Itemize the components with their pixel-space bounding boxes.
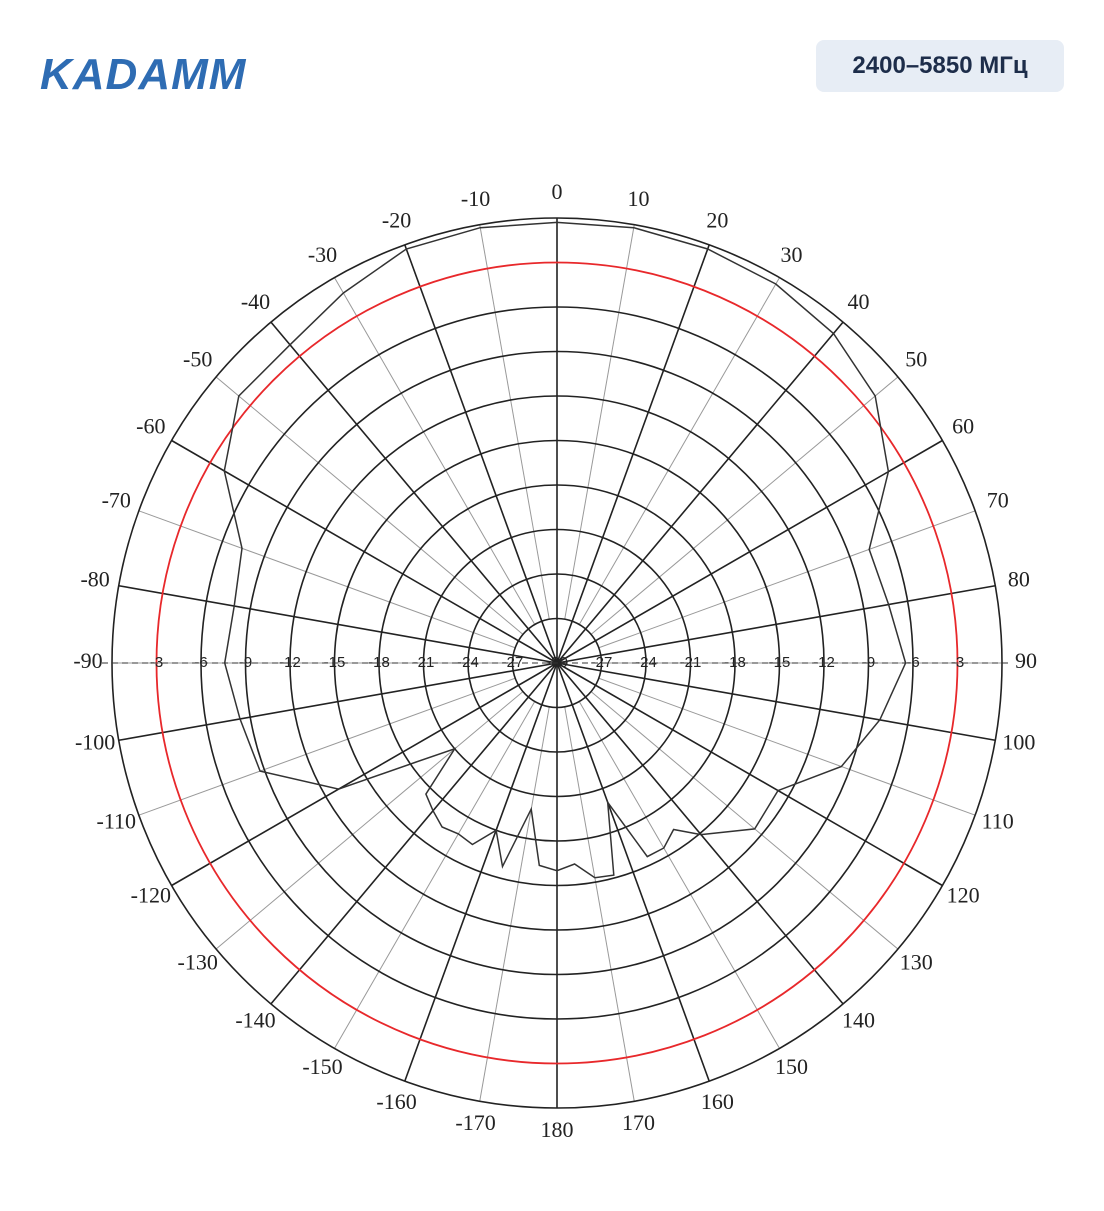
angle-tick-label: 60: [952, 414, 974, 439]
brand-logo: KADAMM: [40, 50, 247, 99]
radial-tick-label: -12: [279, 654, 301, 671]
angle-tick-label: -50: [183, 347, 212, 372]
angle-tick-label: -70: [102, 488, 131, 513]
frequency-badge: 2400–5850 МГц: [816, 40, 1064, 92]
radial-tick-label: -24: [457, 654, 479, 671]
angle-tick-label: 130: [900, 950, 933, 975]
radial-tick-label: -21: [680, 654, 702, 671]
angle-tick-label: -140: [235, 1007, 275, 1032]
angle-grid-line: [578, 701, 780, 1049]
radial-tick-label: -18: [724, 654, 746, 671]
angle-tick-label: 80: [1008, 567, 1030, 592]
angle-grid-line: [138, 510, 516, 649]
angle-tick-label: 0: [552, 179, 563, 204]
radial-tick-label: -15: [324, 654, 346, 671]
angle-grid-line: [590, 376, 899, 635]
angle-tick-label: 140: [842, 1007, 875, 1032]
angle-tick-label: 20: [706, 207, 728, 232]
angle-tick-label: 90: [1015, 648, 1037, 673]
radial-tick-label: -6: [906, 654, 919, 671]
angle-grid-line: [578, 277, 780, 625]
angle-tick-label: -40: [241, 289, 270, 314]
angle-grid-line: [479, 706, 550, 1102]
radial-tick-label: -12: [813, 654, 835, 671]
angle-tick-label: 100: [1002, 729, 1035, 754]
radial-tick-label: -27: [591, 654, 613, 671]
radial-tick-label: -6: [194, 654, 207, 671]
angle-tick-label: 30: [781, 242, 803, 267]
radial-tick-label: -21: [413, 654, 435, 671]
angle-tick-label: 170: [622, 1110, 655, 1135]
angle-grid-line: [564, 224, 635, 620]
angle-grid-line: [215, 691, 524, 950]
angle-tick-label: -160: [376, 1089, 416, 1114]
angle-tick-label: 120: [947, 883, 980, 908]
pattern-line: [223, 221, 907, 879]
angle-tick-label: 150: [775, 1054, 808, 1079]
angle-tick-label: -80: [80, 567, 109, 592]
angle-tick-label: -90: [73, 648, 102, 673]
angle-grid-line: [479, 224, 550, 620]
angle-tick-label: -120: [131, 883, 171, 908]
angle-tick-label: 40: [847, 289, 869, 314]
angle-tick-label: 50: [905, 347, 927, 372]
angle-grid-line: [590, 691, 899, 950]
angle-tick-label: -100: [75, 729, 115, 754]
angle-grid-line: [215, 376, 524, 635]
angle-tick-label: 180: [541, 1117, 574, 1142]
angle-tick-label: 10: [627, 186, 649, 211]
angle-tick-label: 70: [987, 488, 1009, 513]
angle-grid-line: [334, 277, 536, 625]
radial-tick-label: -3: [150, 654, 163, 671]
radial-tick-label: -30: [546, 654, 568, 671]
angle-grid-line: [138, 677, 516, 816]
radial-tick-label: -15: [769, 654, 791, 671]
angle-tick-label: -30: [308, 242, 337, 267]
angle-tick-label: 160: [701, 1089, 734, 1114]
radial-tick-label: -24: [635, 654, 657, 671]
angle-tick-label: -10: [461, 186, 490, 211]
angle-tick-label: -110: [97, 808, 137, 833]
angle-tick-label: -20: [382, 207, 411, 232]
radial-tick-label: -3: [951, 654, 964, 671]
angle-grid-line: [334, 701, 536, 1049]
radial-tick-label: -9: [862, 654, 875, 671]
angle-tick-label: -130: [178, 950, 218, 975]
radial-tick-label: -18: [368, 654, 390, 671]
radial-tick-label: -27: [502, 654, 524, 671]
radial-tick-label: -9: [239, 654, 252, 671]
angle-tick-label: -170: [455, 1110, 495, 1135]
angle-tick-label: -60: [136, 414, 165, 439]
angle-grid-line: [564, 706, 635, 1102]
angle-tick-label: -150: [302, 1054, 342, 1079]
angle-grid-line: [598, 677, 976, 816]
angle-tick-label: 110: [982, 808, 1014, 833]
angle-grid-line: [598, 510, 976, 649]
